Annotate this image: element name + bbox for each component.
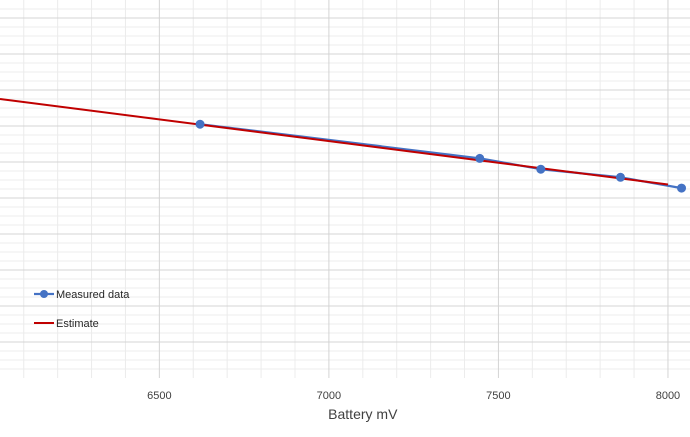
x-axis-title: Battery mV: [328, 406, 398, 422]
legend: Measured data Estimate: [34, 289, 130, 330]
x-tick-labels: 06500700075008000: [147, 390, 680, 402]
legend-label-estimate: Estimate: [56, 318, 99, 330]
major-gridlines: [0, 0, 690, 378]
x-tick-label: 7000: [317, 390, 341, 402]
data-point-measured: [615, 172, 625, 182]
data-point-measured: [195, 119, 205, 129]
legend-label-measured: Measured data: [56, 289, 130, 301]
series-layer: [0, 98, 687, 193]
x-tick-label: 7500: [486, 390, 510, 402]
series-line-estimate: [0, 98, 669, 186]
x-tick-label: 6500: [147, 390, 171, 402]
legend-item-measured: Measured data: [34, 289, 130, 301]
minor-gridlines: [0, 0, 690, 378]
data-point-measured: [475, 153, 485, 163]
legend-item-estimate: Estimate: [34, 318, 99, 330]
legend-marker-measured: [40, 290, 48, 298]
x-tick-label: 8000: [656, 390, 680, 402]
data-point-measured: [536, 164, 546, 174]
data-point-measured: [677, 183, 687, 193]
